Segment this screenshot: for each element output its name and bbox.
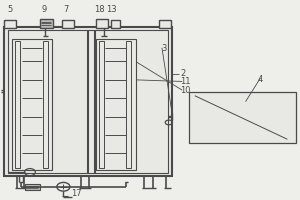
Bar [189, 92, 296, 143]
Bar [96, 19, 108, 28]
Text: 18: 18 [94, 5, 104, 14]
Bar [40, 19, 53, 28]
Text: 3: 3 [162, 44, 167, 53]
Text: 10: 10 [181, 86, 191, 95]
Text: 7: 7 [64, 5, 69, 14]
Text: 17: 17 [71, 189, 82, 198]
Bar [15, 41, 20, 168]
Text: 5: 5 [7, 5, 12, 14]
Text: 4: 4 [258, 75, 263, 84]
Bar [111, 20, 119, 28]
Bar [12, 39, 52, 170]
Bar [159, 20, 171, 28]
Bar [4, 20, 16, 28]
Bar [126, 41, 131, 168]
Bar [96, 39, 136, 170]
Bar [4, 27, 172, 176]
Text: 11: 11 [181, 77, 191, 86]
Bar [8, 30, 168, 173]
Text: 9: 9 [41, 5, 46, 14]
Bar [25, 184, 40, 190]
Bar [62, 20, 74, 28]
Text: 13: 13 [106, 5, 116, 14]
Bar [99, 41, 104, 168]
Bar [43, 41, 48, 168]
Text: 2: 2 [180, 69, 185, 78]
